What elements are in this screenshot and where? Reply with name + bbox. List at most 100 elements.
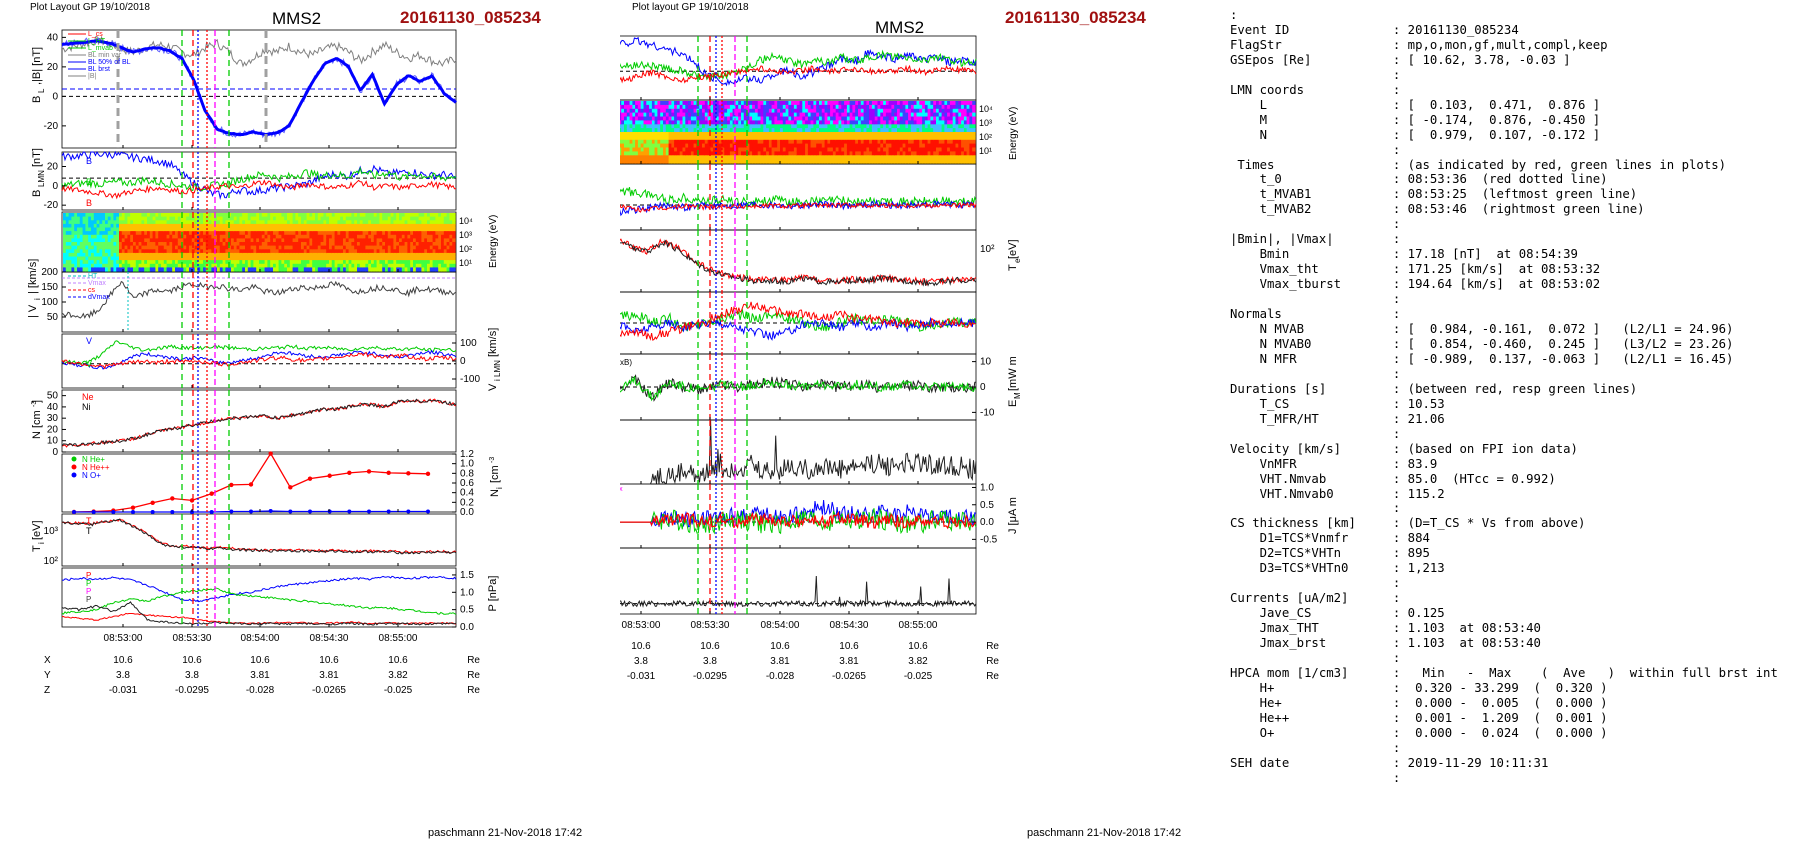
spectrogram-cell [399,227,403,232]
spectrogram-cell [796,132,801,137]
spectrogram-cell [79,260,84,265]
spectrogram-cell [228,242,232,247]
spectrogram-cell [393,220,397,225]
spectrogram-cell [632,108,636,114]
spectrogram-cell [71,249,75,254]
spectrogram-cell [217,245,221,250]
spectrogram-cell [807,124,812,129]
spectrogram-cell [247,260,252,265]
spectrogram-cell [102,256,106,261]
spectrogram-cell [838,116,842,121]
spectrogram-cell [337,238,341,243]
spectrogram-cell [421,256,425,261]
spectrogram-cell [219,223,224,229]
spectrogram-cell [690,155,695,160]
spectrogram-cell [256,267,260,272]
spectrogram-cell [941,128,945,133]
spectrogram-cell [371,242,375,247]
spectrogram-cell [200,249,204,254]
spectrogram-cell [715,112,720,118]
spectrogram-cell [348,223,352,229]
spectrogram-cell [284,260,288,265]
spectrogram-cell [432,267,436,272]
spectrogram-cell [415,267,420,272]
spectrogram-cell [871,112,876,118]
spectrogram-cell [949,120,954,125]
spectrogram-cell [674,143,678,149]
spectrogram-cell [110,249,114,254]
spectrogram-cell [413,238,417,243]
y-tick-label: 1.0 [460,587,474,598]
spectrogram-cell [77,267,81,272]
spectrogram-cell [651,104,656,110]
spectrogram-cell [846,116,851,121]
spectrogram-cell [242,216,246,221]
spectrogram-cell [715,135,720,141]
spectrogram-cell [947,135,951,141]
spectrogram-cell [635,143,639,149]
spectrogram-cell [250,260,254,265]
spectrogram-cell [334,256,338,261]
spectrogram-cell [390,238,394,243]
spectrogram-cell [766,108,770,114]
spectrogram-cell [897,108,901,114]
spectrogram-cell [763,139,767,145]
spectrogram-cell [396,231,400,236]
spectrogram-cell [780,124,784,129]
spectrogram-cell [107,252,112,258]
spectrogram-cell [340,223,344,229]
spectrogram-cell [729,116,734,121]
spectrogram-cell [354,245,358,250]
spectrogram-cell [365,231,369,236]
spectrogram-cell [443,249,448,254]
spectrogram-cell [452,213,456,218]
spectrogram-cell [924,128,929,133]
spectrogram-cell [191,249,196,254]
spectrogram-cell [852,139,856,145]
spectrogram-cell [303,267,308,272]
spectrogram-cell [749,132,753,137]
spectrogram-cell [858,101,862,106]
position-unit: Re [467,655,480,666]
spectrogram-cell [913,151,918,156]
spectrogram-cell [225,245,229,250]
spectrogram-cell [813,155,817,160]
spectrogram-cell [242,213,246,218]
spectrogram-cell [936,116,940,121]
spectrogram-cell [371,260,375,265]
spectrogram-cell [264,234,268,239]
spectrogram-cell [121,256,126,261]
spectrogram-cell [317,231,322,236]
spectrogram-cell [724,116,728,121]
spectrogram-cell [927,104,931,110]
spectrogram-cell [281,223,285,229]
spectrogram-cell [897,155,901,160]
spectrogram-cell [214,231,218,236]
spectrogram-cell [177,231,182,236]
spectrogram-cell [858,120,862,125]
spectrogram-cell [68,231,72,236]
spectrogram-cell [396,242,400,247]
spectrogram-cell [183,242,187,247]
spectrogram-cell [186,238,190,243]
spectrogram-cell [671,116,675,121]
spectrogram-cell [424,238,428,243]
spectrogram-cell [267,223,271,229]
spectrogram-cell [788,104,792,110]
spectrogram-cell [855,124,859,129]
j-magnitude-series [620,419,977,485]
spectrogram-cell [793,124,798,129]
spectrogram-cell [746,112,750,118]
left-panel-frame [61,567,457,628]
spectrogram-cell [107,216,112,221]
spectrogram-cell [624,128,628,133]
spectrogram-cell [682,104,686,110]
spectrogram-cell [679,101,684,106]
spectrogram-cell [435,216,439,221]
spectrogram-cell [952,124,957,129]
spectrogram-cell [236,256,240,261]
spectrogram-cell [891,104,895,110]
spectrogram-cell [320,220,324,225]
spectrogram-cell [189,223,193,229]
spectrogram-cell [721,135,725,141]
